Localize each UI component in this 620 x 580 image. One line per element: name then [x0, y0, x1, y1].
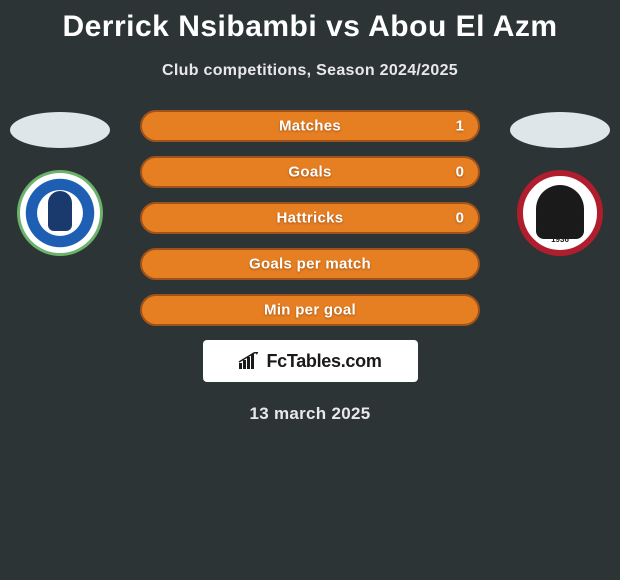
stat-right-value: 0 — [456, 210, 464, 227]
club-badge-right — [517, 170, 603, 256]
stat-row: Matches 1 — [140, 110, 480, 142]
page-title: Derrick Nsibambi vs Abou El Azm — [0, 0, 620, 44]
stat-label: Goals — [288, 164, 331, 181]
branding-text: FcTables.com — [266, 351, 381, 372]
player-right-avatar — [510, 112, 610, 148]
club-badge-left — [17, 170, 103, 256]
date-text: 13 march 2025 — [0, 404, 620, 424]
stat-label: Min per goal — [264, 302, 356, 319]
stat-label: Goals per match — [249, 256, 371, 273]
stat-right-value: 0 — [456, 164, 464, 181]
stat-right-value: 1 — [456, 118, 464, 135]
stat-label: Hattricks — [277, 210, 344, 227]
stat-row: Min per goal — [140, 294, 480, 326]
page-subtitle: Club competitions, Season 2024/2025 — [0, 62, 620, 80]
stat-row: Goals 0 — [140, 156, 480, 188]
stat-row: Goals per match — [140, 248, 480, 280]
branding-badge: FcTables.com — [203, 340, 418, 382]
stat-row: Hattricks 0 — [140, 202, 480, 234]
stats-list: Matches 1 Goals 0 Hattricks 0 Goals per … — [140, 110, 480, 326]
player-left-avatar — [10, 112, 110, 148]
comparison-area: Matches 1 Goals 0 Hattricks 0 Goals per … — [0, 110, 620, 424]
stat-label: Matches — [279, 118, 341, 135]
bar-chart-icon — [238, 352, 260, 370]
